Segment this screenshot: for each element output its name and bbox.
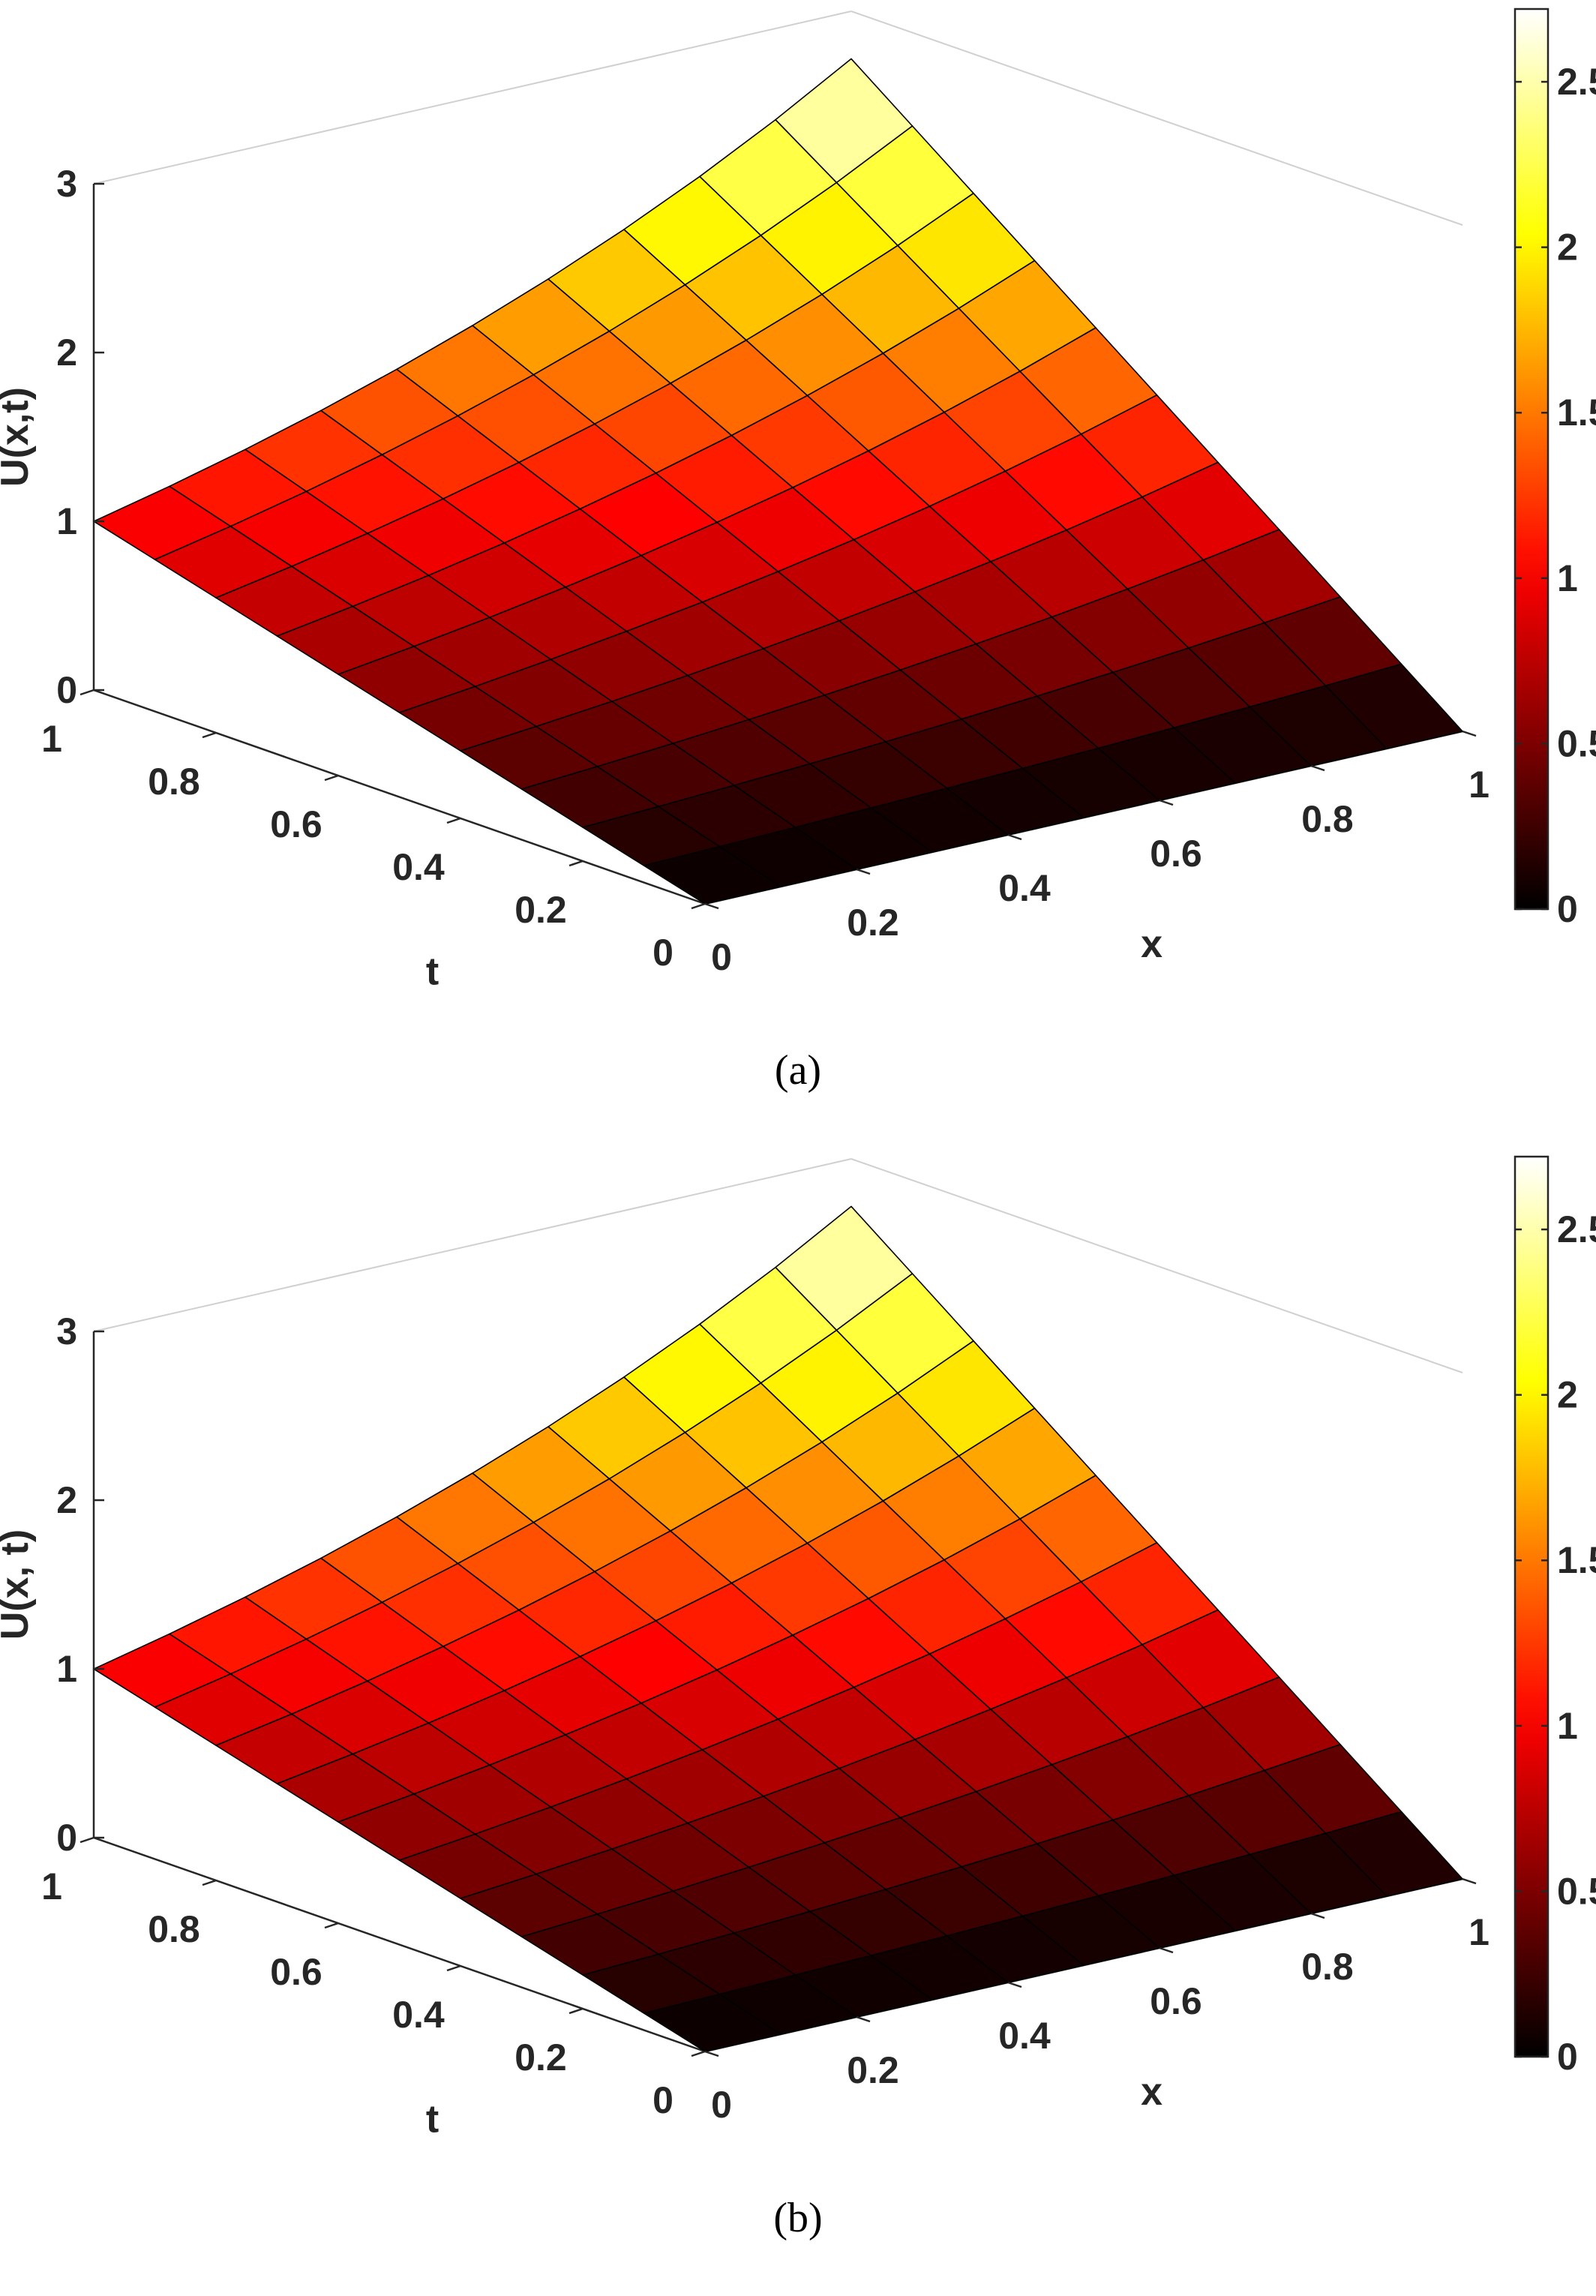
colorbar-tick-label: 2.5 [1557,61,1596,103]
x-axis-label: x [1141,2070,1162,2114]
surface-patch [1324,663,1463,749]
t-tick-label: 0.6 [270,803,322,845]
x-tick-mark [1310,1912,1325,1919]
t-tick-label: 0.8 [148,761,200,803]
surface-plot-b-svg: 0 1 2 3 0 0.2 0.4 0.6 0.8 1 0 0.2 0.4 0.6 0.8 1 x t U(x, t… [0,1155,1596,2241]
z-tick-label: 0 [56,1817,77,1859]
tick-labels: 0 1 2 3 0 0.2 0.4 0.6 0.8 1 0 0.2 0.4 0.6 0.8 1 [41,163,1490,978]
t-tick-label: 0.4 [392,1994,445,2036]
x-tick-mark [1159,799,1174,806]
t-tick-mark [324,1922,339,1929]
x-tick-mark [1462,730,1477,737]
colorbar-tick-label: 1.5 [1557,392,1596,434]
x-tick-label: 0.8 [1301,1946,1354,1988]
surface [93,1205,1463,2052]
colorbar-tick-label: 2 [1557,1374,1578,1416]
colorbar-tick-label: 1 [1557,1705,1578,1747]
t-axis-label: t [426,2097,439,2141]
t-tick-label: 0.8 [148,1908,200,1950]
right-top-edge [850,11,1463,226]
t-tick-label: 0 [652,2079,674,2121]
x-tick-label: 0.4 [998,867,1051,909]
back-top-edge [93,1158,852,1332]
x-tick-label: 0 [711,2084,732,2126]
colorbar: 0 0.5 1 1.5 2 2.5 [1514,8,1596,930]
right-top-edge [850,1158,1463,1373]
t-tick-mark [691,2050,706,2057]
z-tick-label: 2 [56,332,77,374]
surface [93,58,1463,905]
colorbar-tick-label: 1 [1557,557,1578,599]
colorbar: 0 0.5 1 1.5 2 2.5 [1514,1155,1596,2078]
z-tick-label: 0 [56,669,77,711]
t-tick-mark [691,902,706,910]
x-tick-label: 0.4 [998,2015,1051,2057]
t-tick-mark [202,1879,217,1886]
x-tick-label: 0.2 [847,2049,899,2091]
t-tick-mark [80,689,94,696]
colorbar-tick-label: 0.5 [1557,1870,1596,1912]
x-tick-label: 0.6 [1150,833,1202,875]
t-tick-mark [202,731,217,739]
t-tick-label: 0.2 [514,889,567,931]
t-tick-label: 0.2 [514,2036,567,2078]
z-tick-label: 3 [56,163,77,205]
z-tick-label: 1 [56,500,77,542]
colorbar-tick-label: 2.5 [1557,1208,1596,1250]
colorbar-tick-label: 0 [1557,2036,1578,2078]
z-tick-label: 2 [56,1479,77,1521]
z-axis-label: U(x, t) [0,1529,37,1640]
t-tick-mark [446,1964,461,1972]
x-tick-mark [704,2050,719,2057]
t-axis-line [93,1836,706,2053]
surface-plot-a: 0 1 2 3 0 0.2 0.4 0.6 0.8 1 0 0.2 0.4 0.6 0.8 1 x t U(x,t)… [0,8,1596,1094]
t-tick-label: 0.6 [270,1951,322,1993]
x-tick-mark [704,902,719,910]
t-tick-mark [568,2007,584,2015]
x-tick-label: 0.8 [1301,798,1354,840]
colorbar-tick-label: 1.5 [1557,1539,1596,1581]
z-axis-label: U(x,t) [0,387,37,487]
surface-plot-b: 0 1 2 3 0 0.2 0.4 0.6 0.8 1 0 0.2 0.4 0.6 0.8 1 x t U(x, t… [0,1148,1596,2296]
x-tick-mark [856,2015,871,2023]
t-tick-label: 1 [41,718,62,760]
surface-patch [1324,1811,1463,1897]
colorbar-tick-label: 0.5 [1557,722,1596,764]
x-tick-mark [856,868,871,875]
x-tick-label: 1 [1468,764,1490,806]
t-tick-label: 0 [652,932,674,974]
t-tick-mark [568,860,584,867]
t-tick-mark [446,817,461,824]
t-tick-label: 1 [41,1865,62,1907]
colorbar-tick-label: 0 [1557,888,1578,930]
x-tick-label: 0.2 [847,902,899,944]
x-tick-mark [1007,1981,1022,1988]
x-tick-mark [1462,1877,1477,1885]
t-tick-mark [324,774,339,782]
tick-labels: 0 1 2 3 0 0.2 0.4 0.6 0.8 1 0 0.2 0.4 0.6 0.8 1 [41,1310,1490,2126]
x-tick-label: 1 [1468,1911,1490,1953]
t-tick-mark [80,1836,94,1844]
t-tick-label: 0.4 [392,846,445,888]
x-axis-label: x [1141,923,1162,966]
x-tick-label: 0 [711,936,732,978]
figure-caption: (a) [775,1047,821,1094]
z-tick-label: 3 [56,1310,77,1352]
x-tick-mark [1310,764,1325,772]
colorbar-tick-label: 2 [1557,227,1578,269]
z-tick-label: 1 [56,1648,77,1690]
colorbar-bar [1514,1155,1550,2058]
x-tick-label: 0.6 [1150,1980,1202,2022]
t-axis-label: t [426,950,439,993]
back-top-edge [93,11,852,185]
x-tick-mark [1159,1946,1174,1954]
t-axis-line [93,689,706,905]
figure-caption: (b) [773,2195,822,2241]
x-tick-mark [1007,833,1022,841]
colorbar-bar [1514,8,1550,911]
surface-plot-a-svg: 0 1 2 3 0 0.2 0.4 0.6 0.8 1 0 0.2 0.4 0.6 0.8 1 x t U(x,t)… [0,8,1596,1094]
